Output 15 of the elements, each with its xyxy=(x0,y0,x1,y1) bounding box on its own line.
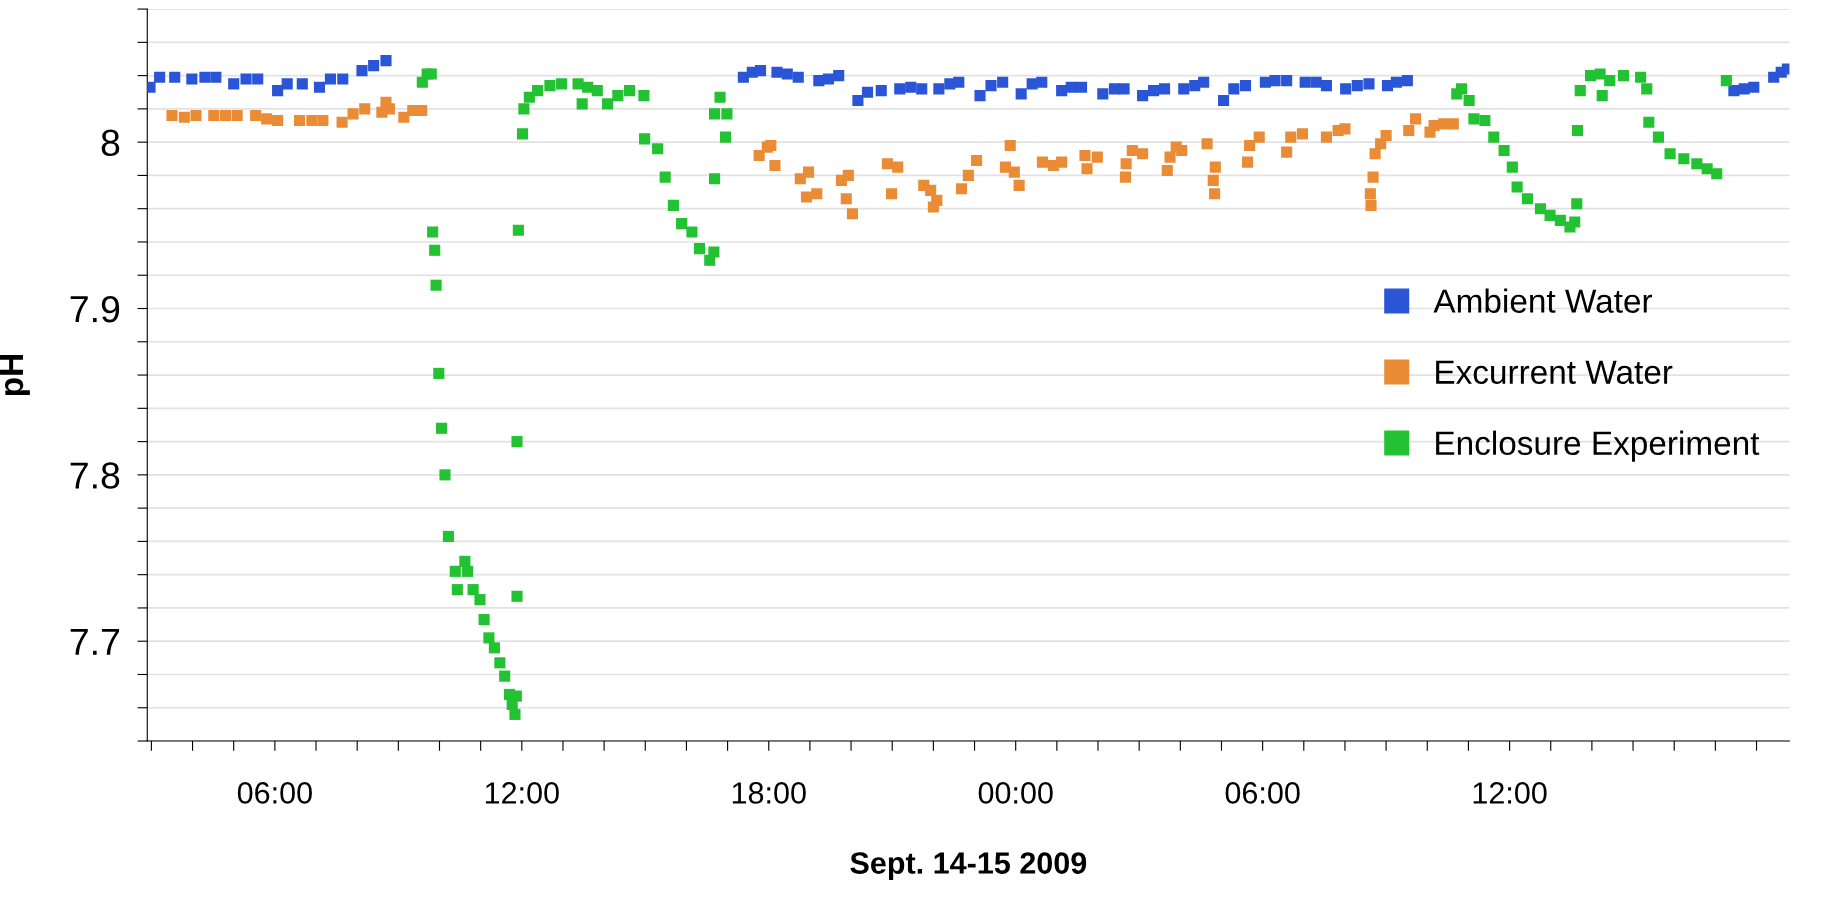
y-axis-title: pH xyxy=(0,355,30,396)
y-tick-label: 7.7 xyxy=(70,629,120,655)
x-tick-label: 12:00 xyxy=(485,782,559,804)
legend-label: Ambient Water xyxy=(1433,288,1653,313)
x-tick-label: 06:00 xyxy=(1225,782,1300,804)
legend-label: Enclosure Experiment xyxy=(1436,430,1760,462)
x-tick-label: 18:00 xyxy=(732,782,806,804)
y-tick-label: 7.8 xyxy=(70,462,120,489)
legend-label: Excurrent Water xyxy=(1436,360,1673,384)
y-tick-label: 8 xyxy=(101,129,120,157)
x-axis-title: Sept. 14-15 2009 xyxy=(850,852,1087,880)
x-tick-label: 06:00 xyxy=(237,782,312,804)
x-tick-label: 12:00 xyxy=(1473,782,1547,804)
x-tick-label: 00:00 xyxy=(978,782,1053,804)
y-tick-label: 7.9 xyxy=(70,295,120,323)
